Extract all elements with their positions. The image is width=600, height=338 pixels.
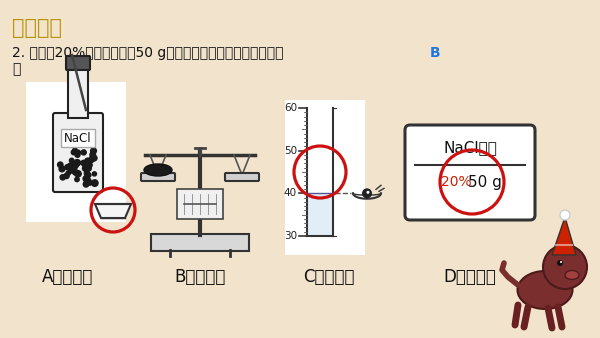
FancyBboxPatch shape <box>177 189 223 219</box>
Ellipse shape <box>553 264 563 282</box>
Circle shape <box>83 176 89 182</box>
Text: 50: 50 <box>284 146 297 156</box>
Circle shape <box>560 210 570 220</box>
Text: 学以致用: 学以致用 <box>12 18 62 38</box>
Text: NaCl: NaCl <box>64 131 92 145</box>
Circle shape <box>75 152 80 157</box>
Polygon shape <box>95 204 131 218</box>
Circle shape <box>75 171 81 177</box>
FancyBboxPatch shape <box>26 82 126 222</box>
Circle shape <box>362 188 372 198</box>
FancyBboxPatch shape <box>141 173 175 181</box>
Circle shape <box>82 165 89 171</box>
Ellipse shape <box>517 271 572 309</box>
Circle shape <box>75 177 79 182</box>
Circle shape <box>543 245 587 289</box>
Circle shape <box>89 157 94 162</box>
Text: D．写标签: D．写标签 <box>443 268 496 286</box>
Circle shape <box>73 169 78 175</box>
FancyBboxPatch shape <box>68 66 88 118</box>
FancyBboxPatch shape <box>285 100 365 255</box>
Circle shape <box>76 150 80 155</box>
Circle shape <box>81 150 86 155</box>
Circle shape <box>69 168 73 173</box>
Circle shape <box>68 163 74 169</box>
Circle shape <box>59 166 65 172</box>
Text: 20%: 20% <box>440 175 472 189</box>
Circle shape <box>81 160 86 166</box>
Circle shape <box>86 162 92 168</box>
Circle shape <box>85 171 90 176</box>
Circle shape <box>86 166 91 171</box>
Text: 2. 欲配制20%的氯化钠溶液50 g，部分操作如图所示，正确的是: 2. 欲配制20%的氯化钠溶液50 g，部分操作如图所示，正确的是 <box>12 46 284 60</box>
FancyBboxPatch shape <box>225 173 259 181</box>
Circle shape <box>70 158 74 163</box>
Text: B．称固体: B．称固体 <box>175 268 226 286</box>
Circle shape <box>74 160 80 166</box>
Circle shape <box>60 175 65 180</box>
Ellipse shape <box>144 164 172 176</box>
Circle shape <box>58 162 63 167</box>
Text: A．取固体: A．取固体 <box>43 268 94 286</box>
Circle shape <box>90 155 95 160</box>
FancyBboxPatch shape <box>53 113 103 192</box>
Circle shape <box>367 191 370 194</box>
Circle shape <box>65 165 70 170</box>
Circle shape <box>72 163 78 169</box>
Bar <box>308 193 332 235</box>
Text: B: B <box>430 46 440 60</box>
Circle shape <box>91 155 97 161</box>
Text: NaCl溶液: NaCl溶液 <box>443 141 497 155</box>
Circle shape <box>85 158 91 164</box>
Text: 40: 40 <box>284 188 297 198</box>
Circle shape <box>92 172 97 176</box>
Circle shape <box>90 152 95 158</box>
Circle shape <box>88 181 92 185</box>
Circle shape <box>67 163 73 168</box>
Text: 30: 30 <box>284 231 297 241</box>
Circle shape <box>91 180 98 186</box>
FancyBboxPatch shape <box>66 56 90 70</box>
Text: 50 g: 50 g <box>468 174 502 190</box>
Circle shape <box>86 173 91 177</box>
Circle shape <box>91 148 97 154</box>
Circle shape <box>85 178 91 184</box>
Circle shape <box>64 173 69 178</box>
Polygon shape <box>552 217 576 255</box>
FancyBboxPatch shape <box>151 234 249 251</box>
Text: C．量取水: C．量取水 <box>303 268 355 286</box>
Circle shape <box>557 260 563 266</box>
Circle shape <box>83 182 89 187</box>
Circle shape <box>87 181 91 185</box>
Ellipse shape <box>565 270 579 280</box>
Circle shape <box>66 171 70 175</box>
Text: 60: 60 <box>284 103 297 113</box>
FancyBboxPatch shape <box>405 125 535 220</box>
Text: ）: ） <box>12 62 20 76</box>
Circle shape <box>560 261 562 263</box>
Circle shape <box>71 150 76 155</box>
Circle shape <box>83 161 89 168</box>
Bar <box>307 108 333 236</box>
Circle shape <box>73 148 77 152</box>
FancyBboxPatch shape <box>61 129 95 147</box>
